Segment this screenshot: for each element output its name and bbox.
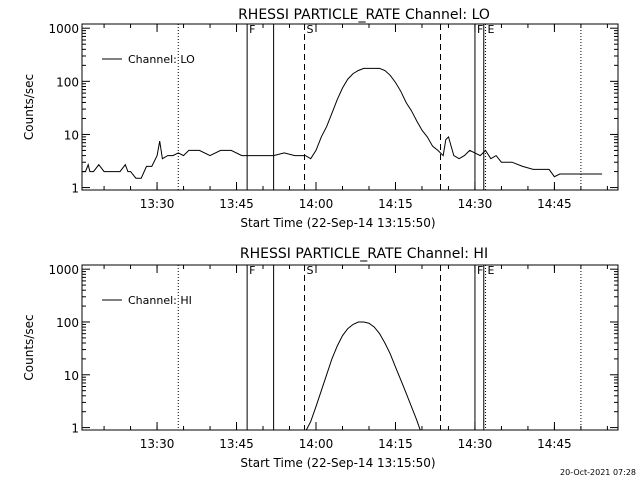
y-axis-label: Counts/sec <box>22 314 36 380</box>
event-marker-label: F <box>477 23 483 36</box>
y-axis-label: Counts/sec <box>22 74 36 140</box>
chart-panel-lo: RHESSI PARTICLE_RATE Channel: LO Counts/s… <box>22 7 619 230</box>
y-tick-label: 100 <box>56 75 79 89</box>
y-tick-label: 1000 <box>48 263 79 277</box>
x-tick-label: 14:45 <box>537 197 572 211</box>
data-series-line <box>305 321 421 430</box>
x-tick-label: 14:30 <box>458 197 493 211</box>
chart-title: RHESSI PARTICLE_RATE Channel: HI <box>240 246 488 262</box>
x-axis-label: Start Time (22-Sep-14 13:15:50) <box>240 456 435 470</box>
x-tick-label: 13:45 <box>219 437 254 451</box>
x-tick-label: 13:30 <box>140 197 175 211</box>
data-series-line <box>82 67 603 179</box>
event-marker-label: F <box>249 264 255 277</box>
timestamp-label: 20-Oct-2021 07:28 <box>560 468 636 477</box>
x-axis-label: Start Time (22-Sep-14 13:15:50) <box>240 216 435 230</box>
y-tick-label: 1 <box>71 182 79 196</box>
y-tick-label: 10 <box>64 369 79 383</box>
x-tick-label: 14:00 <box>299 437 334 451</box>
x-tick-label: 13:30 <box>140 437 175 451</box>
event-marker-label: E <box>488 264 495 277</box>
plot-frame <box>81 23 619 191</box>
legend-label: Channel: LO <box>128 53 195 66</box>
x-tick-label: 13:45 <box>219 197 254 211</box>
legend-label: Channel: HI <box>128 294 192 307</box>
y-tick-label: 1 <box>71 422 79 436</box>
x-tick-label: 14:15 <box>378 197 413 211</box>
y-tick-label: 100 <box>56 316 79 330</box>
event-marker-label: F <box>249 23 255 36</box>
event-marker-label: S <box>307 23 314 36</box>
x-tick-label: 14:45 <box>537 437 572 451</box>
event-marker-label: F <box>477 264 483 277</box>
chart-title: RHESSI PARTICLE_RATE Channel: LO <box>238 7 490 23</box>
event-marker-label: E <box>488 23 495 36</box>
y-tick-label: 1000 <box>48 22 79 36</box>
x-tick-label: 14:15 <box>378 437 413 451</box>
chart-panel-hi: RHESSI PARTICLE_RATE Channel: HI Counts/s… <box>22 246 619 470</box>
x-tick-label: 14:00 <box>299 197 334 211</box>
x-tick-label: 14:30 <box>458 437 493 451</box>
plot-frame <box>81 264 619 431</box>
y-tick-label: 10 <box>64 128 79 142</box>
event-marker-label: S <box>307 264 314 277</box>
